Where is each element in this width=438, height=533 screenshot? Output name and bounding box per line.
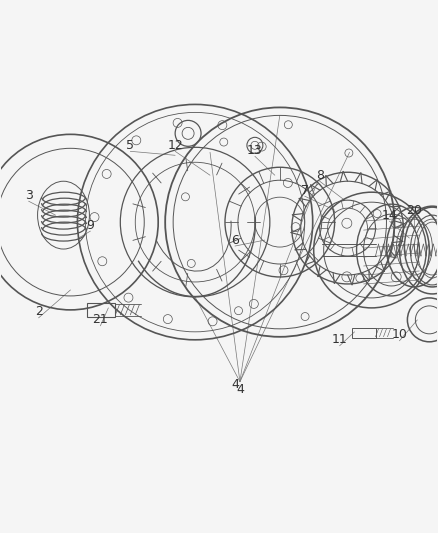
Text: 21: 21 xyxy=(92,313,108,326)
Text: 20: 20 xyxy=(406,204,422,216)
Text: 14: 14 xyxy=(381,208,397,222)
Text: 5: 5 xyxy=(126,139,134,152)
Text: 12: 12 xyxy=(167,139,183,152)
Text: 2: 2 xyxy=(35,305,42,318)
Text: 10: 10 xyxy=(392,328,407,341)
Text: 11: 11 xyxy=(332,333,347,346)
Text: 4: 4 xyxy=(231,378,239,391)
Text: 13: 13 xyxy=(247,144,263,157)
Text: 7: 7 xyxy=(301,184,309,197)
Text: 3: 3 xyxy=(25,189,32,201)
Bar xyxy=(352,328,375,338)
Text: 9: 9 xyxy=(86,219,94,232)
Bar xyxy=(88,303,115,317)
Text: 4: 4 xyxy=(236,383,244,396)
Text: 6: 6 xyxy=(231,233,239,247)
Text: 8: 8 xyxy=(316,169,324,182)
